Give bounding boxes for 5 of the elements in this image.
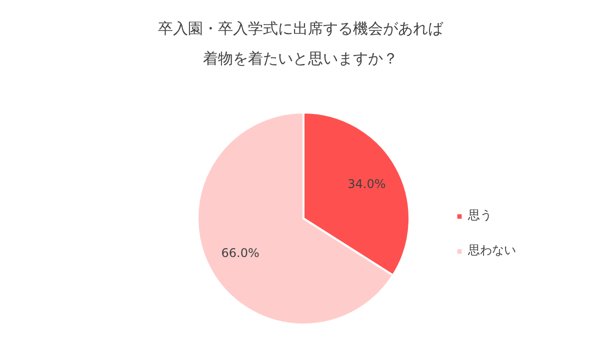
chart-title: 卒入園・卒入学式に出席する機会があれば着物を着たいと思いますか？ [158, 20, 444, 68]
data-label: 34.0% [348, 176, 386, 191]
legend-label: 思わない [468, 242, 516, 259]
legend-label: 思う [468, 207, 492, 224]
data-label: 66.0% [221, 246, 260, 260]
